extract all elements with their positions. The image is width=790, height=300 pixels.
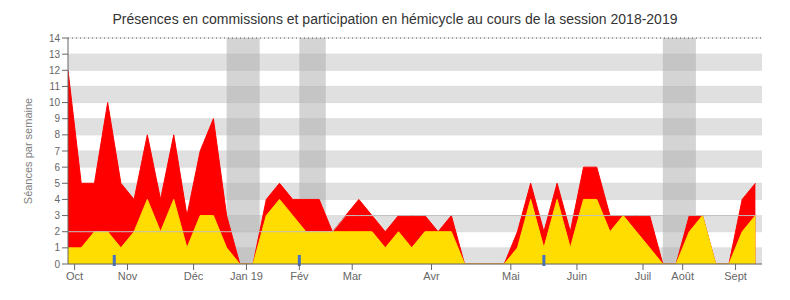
- svg-text:Nov: Nov: [118, 270, 138, 282]
- svg-text:5: 5: [54, 178, 60, 189]
- svg-text:Déc: Déc: [184, 270, 204, 282]
- svg-text:Mar: Mar: [343, 270, 362, 282]
- svg-text:2: 2: [54, 226, 60, 237]
- svg-text:Juin: Juin: [567, 270, 587, 282]
- svg-text:Jan 19: Jan 19: [230, 270, 263, 282]
- svg-text:10: 10: [49, 97, 61, 108]
- svg-text:Sept: Sept: [724, 270, 747, 282]
- svg-text:1: 1: [54, 242, 60, 253]
- svg-text:Août: Août: [671, 270, 694, 282]
- svg-text:0: 0: [54, 259, 60, 270]
- svg-text:12: 12: [49, 65, 61, 76]
- svg-text:Fév: Fév: [290, 270, 309, 282]
- html-text:Présences en commissions et pa: Présences en commissions et participatio…: [112, 11, 678, 27]
- svg-text:9: 9: [54, 113, 60, 124]
- svg-text:Oct: Oct: [66, 270, 83, 282]
- svg-text:Avr: Avr: [423, 270, 440, 282]
- svg-text:13: 13: [49, 49, 61, 60]
- svg-text:14: 14: [49, 33, 61, 44]
- svg-text:6: 6: [54, 162, 60, 173]
- svg-text:Séances par semaine: Séances par semaine: [22, 98, 34, 204]
- svg-text:7: 7: [54, 146, 60, 157]
- svg-text:Mai: Mai: [502, 270, 520, 282]
- svg-text:3: 3: [54, 210, 60, 221]
- svg-text:11: 11: [50, 81, 61, 92]
- svg-text:Juil: Juil: [635, 270, 652, 282]
- svg-text:4: 4: [54, 194, 60, 205]
- svg-text:8: 8: [54, 129, 60, 140]
